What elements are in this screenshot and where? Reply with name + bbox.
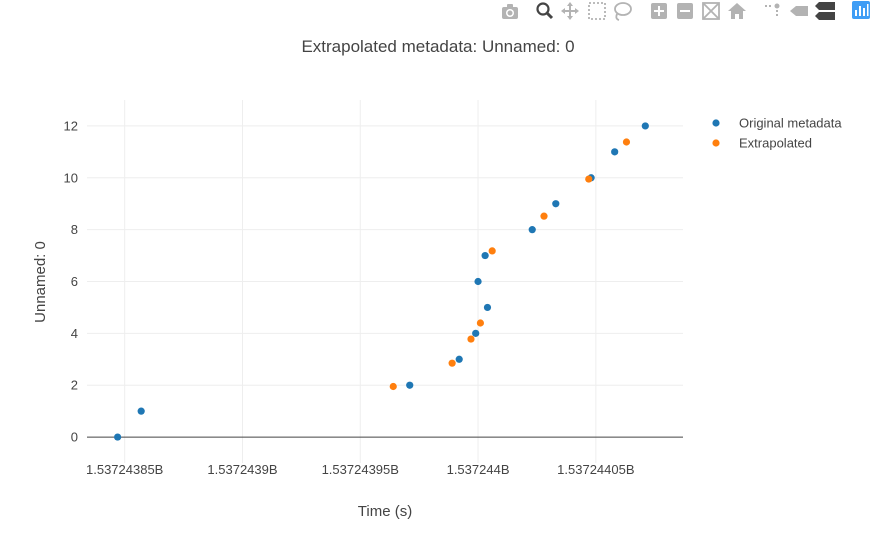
plotly-logo-icon[interactable] [852,1,870,19]
data-point[interactable] [137,407,145,415]
data-point[interactable] [641,122,649,130]
hover-compare-icon[interactable] [815,2,835,20]
y-tick-label: 10 [64,170,78,185]
modebar-icons [502,1,870,21]
data-point[interactable] [114,433,122,441]
zoom-out-icon[interactable] [677,3,693,19]
lasso-select-icon[interactable] [614,2,632,21]
x-axis-title: Time (s) [358,503,412,520]
y-tick-label: 8 [71,222,78,237]
data-point[interactable] [585,175,593,183]
data-point[interactable] [476,319,485,327]
y-tick-label: 2 [71,378,78,393]
axis-ticks: 1.53724385B 1.5372439B 1.53724395B 1.537244… [64,118,635,477]
x-tick-label: 1.53724395B [322,462,399,477]
camera-icon[interactable] [502,4,518,19]
data-point[interactable] [455,355,463,363]
x-tick-label: 1.5372439B [207,462,277,477]
legend-label[interactable]: Original metadata [739,116,842,131]
y-tick-label: 4 [71,326,78,341]
series-0 [114,122,649,441]
modebar [0,0,877,22]
home-icon[interactable] [728,3,746,19]
legend: Original metadata Extrapolated [712,116,842,151]
y-tick-label: 0 [71,430,78,445]
data-point[interactable] [472,329,480,337]
x-tick-label: 1.53724385B [86,462,163,477]
data-point[interactable] [481,251,489,260]
y-axis-title: Unnamed: 0 [32,241,49,323]
autoscale-icon[interactable] [702,2,720,20]
data-point[interactable] [448,359,456,367]
data-point[interactable] [622,138,631,146]
box-select-icon[interactable] [588,2,606,20]
data-point[interactable] [467,335,475,343]
data-point[interactable] [483,303,492,312]
legend-label[interactable]: Extrapolated [739,136,812,151]
pan-icon[interactable] [561,2,579,20]
data-point[interactable] [488,247,496,255]
hover-closest-icon[interactable] [790,6,808,16]
chart-title: Extrapolated metadata: Unnamed: 0 [301,37,574,56]
series-1 [389,138,631,391]
spike-lines-icon[interactable] [765,3,780,17]
y-tick-label: 12 [64,118,78,133]
legend-marker[interactable] [712,139,720,147]
grid-lines [87,100,683,463]
zoom-icon[interactable] [536,2,554,20]
data-point[interactable] [474,277,482,286]
y-tick-label: 6 [71,274,78,289]
data-point[interactable] [611,148,619,156]
data-point[interactable] [389,382,397,391]
legend-marker[interactable] [712,119,720,127]
x-tick-label: 1.53724405B [557,462,634,477]
x-tick-label: 1.537244B [447,462,510,477]
data-point[interactable] [540,212,548,220]
zoom-in-icon[interactable] [651,3,667,19]
data-points [114,122,649,441]
data-point[interactable] [406,381,414,389]
data-point[interactable] [528,226,536,234]
data-point[interactable] [552,200,560,208]
